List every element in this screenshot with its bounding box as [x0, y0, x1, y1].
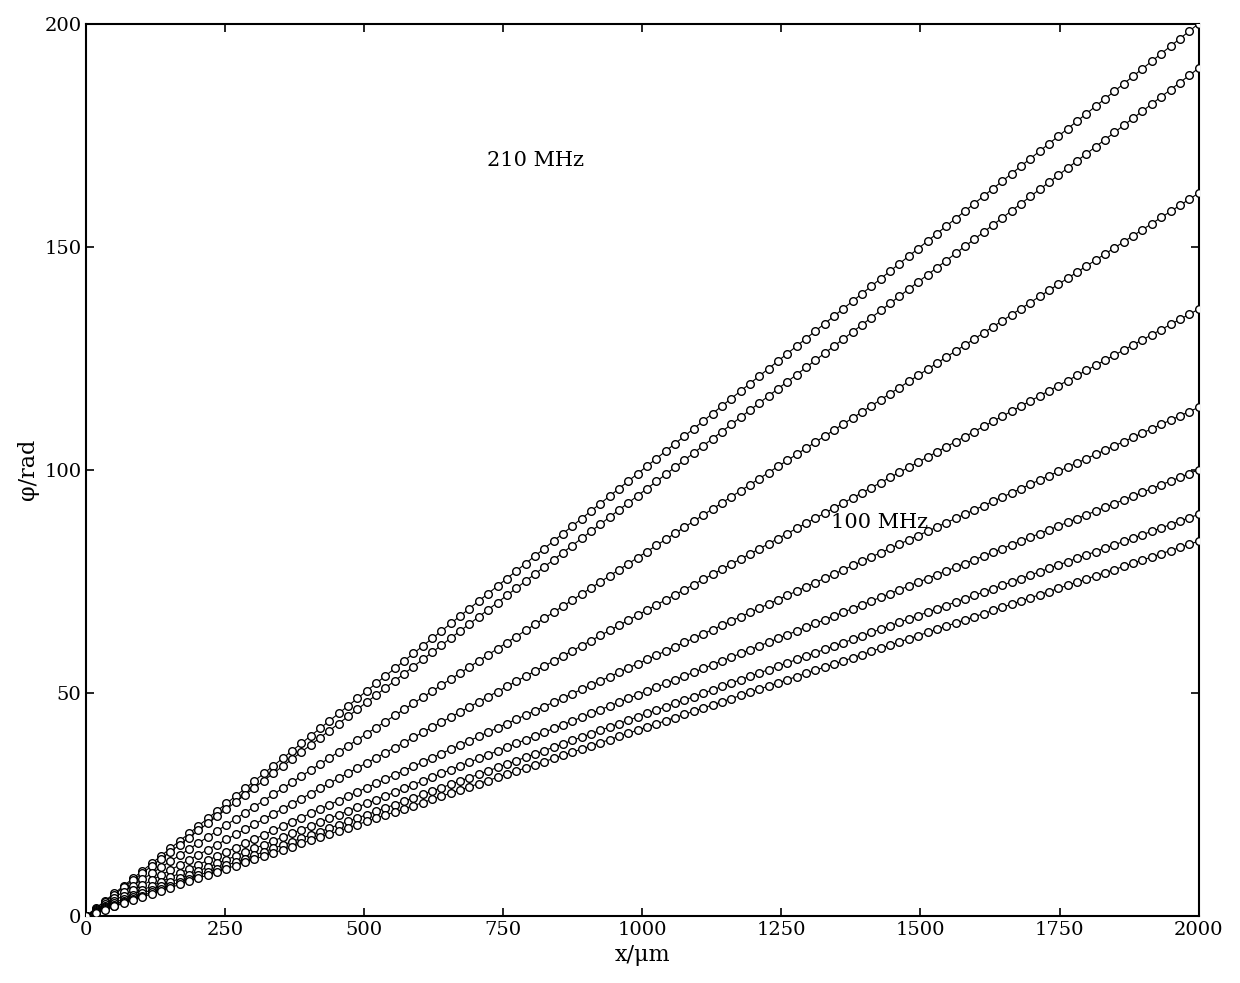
X-axis label: x/μm: x/μm	[615, 945, 670, 966]
Text: 210 MHz: 210 MHz	[486, 151, 584, 170]
Y-axis label: φ/rad: φ/rad	[16, 439, 38, 500]
Text: 100 MHz: 100 MHz	[832, 513, 929, 532]
